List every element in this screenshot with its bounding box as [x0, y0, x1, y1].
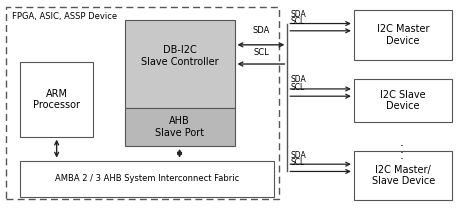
- Bar: [20, 161, 274, 197]
- Text: SDA: SDA: [290, 10, 305, 19]
- Text: SDA: SDA: [290, 75, 305, 84]
- Bar: [353, 151, 452, 200]
- Text: SCL: SCL: [290, 83, 304, 92]
- Text: AMBA 2 / 3 AHB System Interconnect Fabric: AMBA 2 / 3 AHB System Interconnect Fabri…: [55, 174, 239, 183]
- Text: FPGA, ASIC, ASSP Device: FPGA, ASIC, ASSP Device: [11, 12, 117, 21]
- Text: AHB
Slave Port: AHB Slave Port: [155, 116, 204, 138]
- Bar: [353, 10, 452, 60]
- Text: .: .: [399, 136, 403, 149]
- Text: ARM
Processor: ARM Processor: [33, 88, 80, 110]
- Bar: [20, 62, 93, 137]
- Text: DB-I2C
Slave Controller: DB-I2C Slave Controller: [140, 45, 218, 66]
- Text: SCL: SCL: [290, 158, 304, 167]
- Bar: [6, 7, 279, 199]
- Bar: [124, 20, 234, 108]
- Text: I2C Master
Device: I2C Master Device: [376, 24, 428, 46]
- Text: .: .: [399, 143, 403, 156]
- Text: SCL: SCL: [252, 48, 268, 57]
- Text: I2C Slave
Device: I2C Slave Device: [380, 89, 425, 111]
- Bar: [124, 108, 234, 146]
- Text: .: .: [399, 149, 403, 162]
- Text: SDA: SDA: [290, 151, 305, 160]
- Bar: [353, 79, 452, 122]
- Text: SDA: SDA: [252, 27, 269, 36]
- Text: I2C Master/
Slave Device: I2C Master/ Slave Device: [371, 165, 434, 186]
- Text: SCL: SCL: [290, 17, 304, 26]
